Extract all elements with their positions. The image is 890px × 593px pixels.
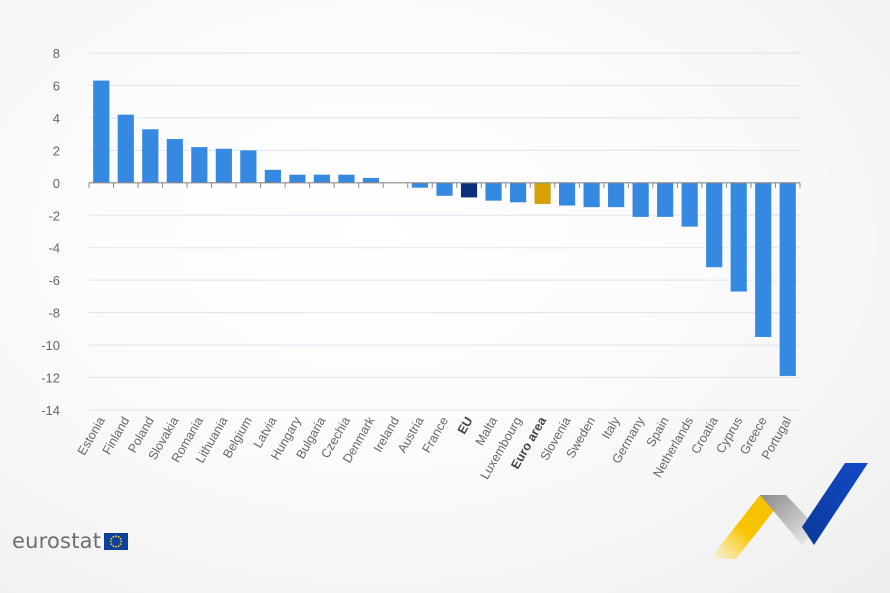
bar-lithuania[interactable] xyxy=(215,148,232,183)
y-tick-label: -6 xyxy=(48,273,60,288)
bar-malta[interactable] xyxy=(485,182,502,201)
bar-france[interactable] xyxy=(436,182,453,196)
bar-bulgaria[interactable] xyxy=(313,174,331,183)
bar-greece[interactable] xyxy=(755,182,772,337)
bar-hungary[interactable] xyxy=(289,174,306,183)
gridlines xyxy=(89,52,800,411)
y-tick-label: 4 xyxy=(53,111,60,126)
bar-sweden[interactable] xyxy=(583,182,600,208)
eurostat-logo: eurostat xyxy=(12,529,129,553)
eu-flag-icon xyxy=(104,532,129,550)
bars xyxy=(93,80,796,376)
logo-text: eurostat xyxy=(12,529,102,553)
bar-finland[interactable] xyxy=(117,114,134,183)
bar-czechia[interactable] xyxy=(338,174,355,183)
bar-italy[interactable] xyxy=(608,182,625,208)
bar-estonia[interactable] xyxy=(93,80,110,183)
y-tick-label: -14 xyxy=(41,403,60,418)
y-tick-label: 6 xyxy=(53,78,60,93)
y-tick-label: -10 xyxy=(41,338,60,353)
y-tick-label: -12 xyxy=(41,371,60,386)
bar-cyprus[interactable] xyxy=(730,182,747,292)
bar-belgium[interactable] xyxy=(240,150,257,183)
bar-luxembourg[interactable] xyxy=(509,182,527,203)
x-tick-label: EU xyxy=(455,415,476,437)
bar-croatia[interactable] xyxy=(706,182,723,268)
bar-slovakia[interactable] xyxy=(166,139,183,183)
bar-denmark[interactable] xyxy=(362,177,380,183)
bar-slovenia[interactable] xyxy=(558,182,576,206)
bar-poland[interactable] xyxy=(142,129,159,183)
x-axis-labels: EstoniaFinlandPolandSlovakiaRomaniaLithu… xyxy=(75,414,794,482)
y-axis-ticks: 8 6 4 2 0 -2 -4 -6 -8 -10 -12 -14 xyxy=(41,46,60,418)
bar-latvia[interactable] xyxy=(264,169,281,183)
bar-spain[interactable] xyxy=(657,182,674,217)
decorative-ribbon-graphic xyxy=(710,463,868,559)
bar-portugal[interactable] xyxy=(779,182,796,376)
bar-euro-area[interactable] xyxy=(534,182,551,204)
bar-netherlands[interactable] xyxy=(681,182,698,227)
y-tick-label: -4 xyxy=(48,241,60,256)
bar-romania[interactable] xyxy=(191,147,208,183)
x-tick-label: Italy xyxy=(599,414,623,442)
y-tick-label: 8 xyxy=(53,46,60,61)
y-tick-label: -8 xyxy=(48,306,60,321)
bar-germany[interactable] xyxy=(632,182,649,217)
bar-eu[interactable] xyxy=(460,182,478,198)
x-axis xyxy=(88,182,801,188)
y-tick-label: 0 xyxy=(53,176,60,191)
y-tick-label: 2 xyxy=(53,143,60,158)
bar-austria[interactable] xyxy=(411,182,429,188)
y-tick-label: -2 xyxy=(48,208,60,223)
